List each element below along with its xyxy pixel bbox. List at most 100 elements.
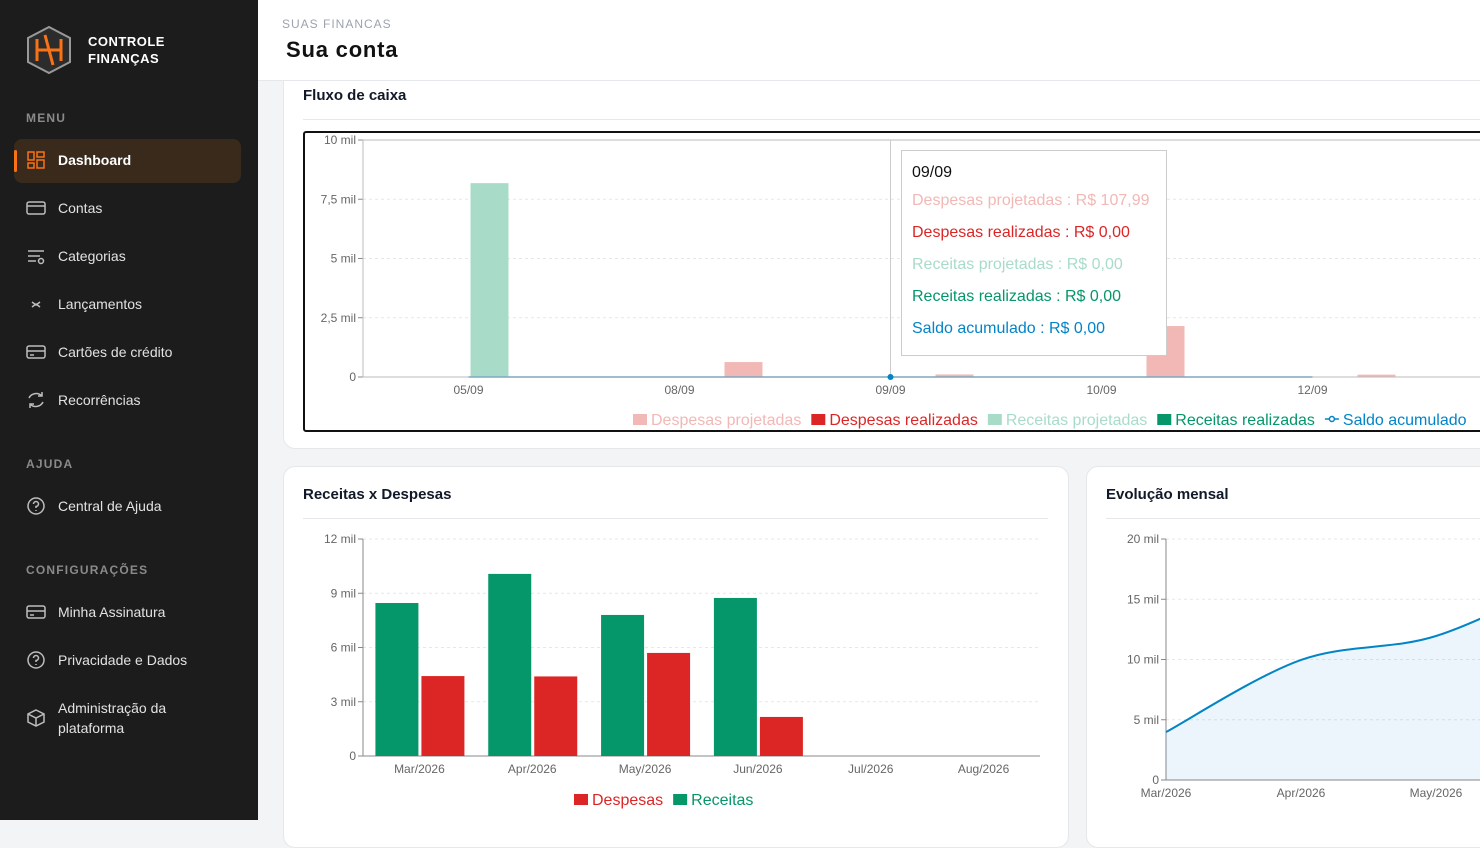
bar — [759, 716, 803, 756]
y-tick-label: 5 mil — [1134, 713, 1159, 727]
nav-item[interactable]: Minha Assinatura — [58, 604, 166, 620]
legend-label: Saldo acumulado — [1343, 412, 1467, 429]
legend-label: Despesas realizadas — [829, 412, 978, 429]
bar — [488, 573, 532, 756]
legend-swatch — [1157, 414, 1172, 425]
nav-item[interactable]: Privacidade e Dados — [58, 652, 188, 668]
legend-swatch — [673, 794, 688, 805]
bar — [1357, 374, 1396, 377]
icon-privacidade — [27, 651, 45, 669]
x-tick-label: 10/09 — [1086, 383, 1116, 397]
plot-frame — [362, 139, 1480, 378]
y-tick-label: 10 mil — [1127, 653, 1159, 667]
bar — [470, 183, 509, 377]
legend-label: Despesas — [592, 792, 663, 809]
bar — [534, 676, 578, 756]
area — [1166, 618, 1480, 780]
y-tick-label: 0 — [1152, 773, 1159, 787]
y-tick-label: 9 mil — [331, 586, 356, 600]
active-indicator — [14, 150, 17, 172]
icon-lancamentos — [31, 301, 41, 308]
card-title: Evolução mensal — [1106, 486, 1229, 503]
icon-dashboard — [27, 151, 45, 169]
bar — [935, 374, 974, 377]
icon-cartoes — [26, 345, 46, 359]
card-title: Receitas x Despesas — [303, 486, 452, 503]
y-tick-label: 0 — [349, 749, 356, 763]
tooltip-item: Despesas realizadas : R$ 0,00 — [912, 224, 1130, 241]
logo — [27, 25, 71, 75]
chart-cash-flow: 0 2,5 mil 5 mil 7,5 mil 10 mil 05/09 08/09 09/0… — [303, 131, 1480, 432]
y-tick-label: 12 mil — [324, 532, 356, 546]
legend-swatch — [633, 414, 647, 425]
y-tick-label: 2,5 mil — [321, 311, 356, 325]
icon-assinatura — [26, 605, 46, 619]
nav-item[interactable]: Recorrências — [58, 392, 141, 408]
tooltip-item: Despesas projetadas : R$ 107,99 — [912, 192, 1150, 209]
hover-dot — [887, 374, 894, 380]
divider — [303, 119, 1480, 120]
x-tick-label: May/2026 — [619, 762, 672, 776]
bar — [724, 362, 763, 377]
y-tick-label: 7,5 mil — [321, 192, 356, 206]
tooltip: 09/09 Despesas projetadas : R$ 107,99 Des… — [901, 150, 1167, 356]
x-tick-label: Apr/2026 — [508, 762, 557, 776]
legend-label: Receitas realizadas — [1175, 412, 1315, 429]
x-tick-label: 08/09 — [664, 383, 694, 397]
tooltip-item: Receitas realizadas : R$ 0,00 — [912, 288, 1121, 305]
active-item-bg — [14, 139, 241, 183]
icon-contas — [26, 201, 46, 215]
x-tick-label: Apr/2026 — [1277, 786, 1326, 800]
nav-item[interactable]: Contas — [58, 200, 103, 216]
bar — [713, 597, 757, 756]
nav-item[interactable]: Administração da plataforma — [58, 700, 167, 736]
y-tick-label: 5 mil — [331, 252, 356, 266]
icon-admin — [27, 709, 45, 727]
chart-income-expense: 0 3 mil 6 mil 9 mil 12 mil Mar/2026 Apr/2026 Ma… — [324, 532, 1040, 809]
bar — [375, 603, 419, 756]
card — [1086, 466, 1480, 848]
y-tick-label: 6 mil — [331, 641, 356, 655]
bar — [647, 652, 691, 756]
focus-border — [303, 131, 1480, 432]
legend-label: Receitas — [691, 792, 753, 809]
brand-line: FINANÇAS — [88, 51, 160, 66]
nav-item[interactable]: Dashboard — [58, 152, 132, 168]
x-tick-label: 12/09 — [1297, 383, 1327, 397]
x-tick-label: Mar/2026 — [394, 762, 445, 776]
x-tick-label: 09/09 — [875, 383, 905, 397]
x-tick-label: Mar/2026 — [1141, 786, 1192, 800]
sidebar: CONTROLE FINANÇAS MENU Dashboard Contas … — [0, 0, 258, 820]
x-tick-label: Jun/2026 — [733, 762, 783, 776]
y-tick-label: 10 mil — [324, 133, 356, 147]
x-tick-label: 05/09 — [453, 383, 483, 397]
legend-swatch — [987, 414, 1002, 425]
y-tick-label: 0 — [349, 370, 356, 384]
legend-swatch — [574, 794, 588, 805]
legend-swatch — [811, 414, 826, 425]
x-tick-label: Jul/2026 — [848, 762, 894, 776]
nav-item[interactable]: Lançamentos — [58, 296, 143, 312]
legend-label: Receitas projetadas — [1006, 412, 1147, 429]
y-tick-label: 15 mil — [1127, 592, 1159, 606]
bar — [421, 676, 465, 756]
legend-swatch — [1328, 415, 1336, 423]
icon-ajuda — [27, 497, 45, 515]
tooltip-item: Receitas projetadas : R$ 0,00 — [912, 256, 1123, 273]
page-title: Sua conta — [286, 37, 399, 62]
y-tick-label: 3 mil — [331, 695, 356, 709]
icon-categorias — [28, 250, 45, 265]
icon-recorrencias — [28, 392, 44, 408]
nav-item[interactable]: Categorias — [58, 248, 126, 264]
legend-label: Despesas projetadas — [651, 412, 801, 429]
divider — [1106, 518, 1480, 519]
nav-item[interactable]: Cartões de crédito — [58, 344, 173, 360]
line — [1165, 617, 1480, 733]
x-tick-label: May/2026 — [1410, 786, 1463, 800]
nav-item[interactable]: Central de Ajuda — [58, 498, 162, 514]
x-tick-label: Aug/2026 — [958, 762, 1010, 776]
bar — [601, 614, 645, 756]
brand-line: CONTROLE — [88, 34, 165, 49]
section-title: CONFIGURAÇÕES — [26, 563, 149, 577]
